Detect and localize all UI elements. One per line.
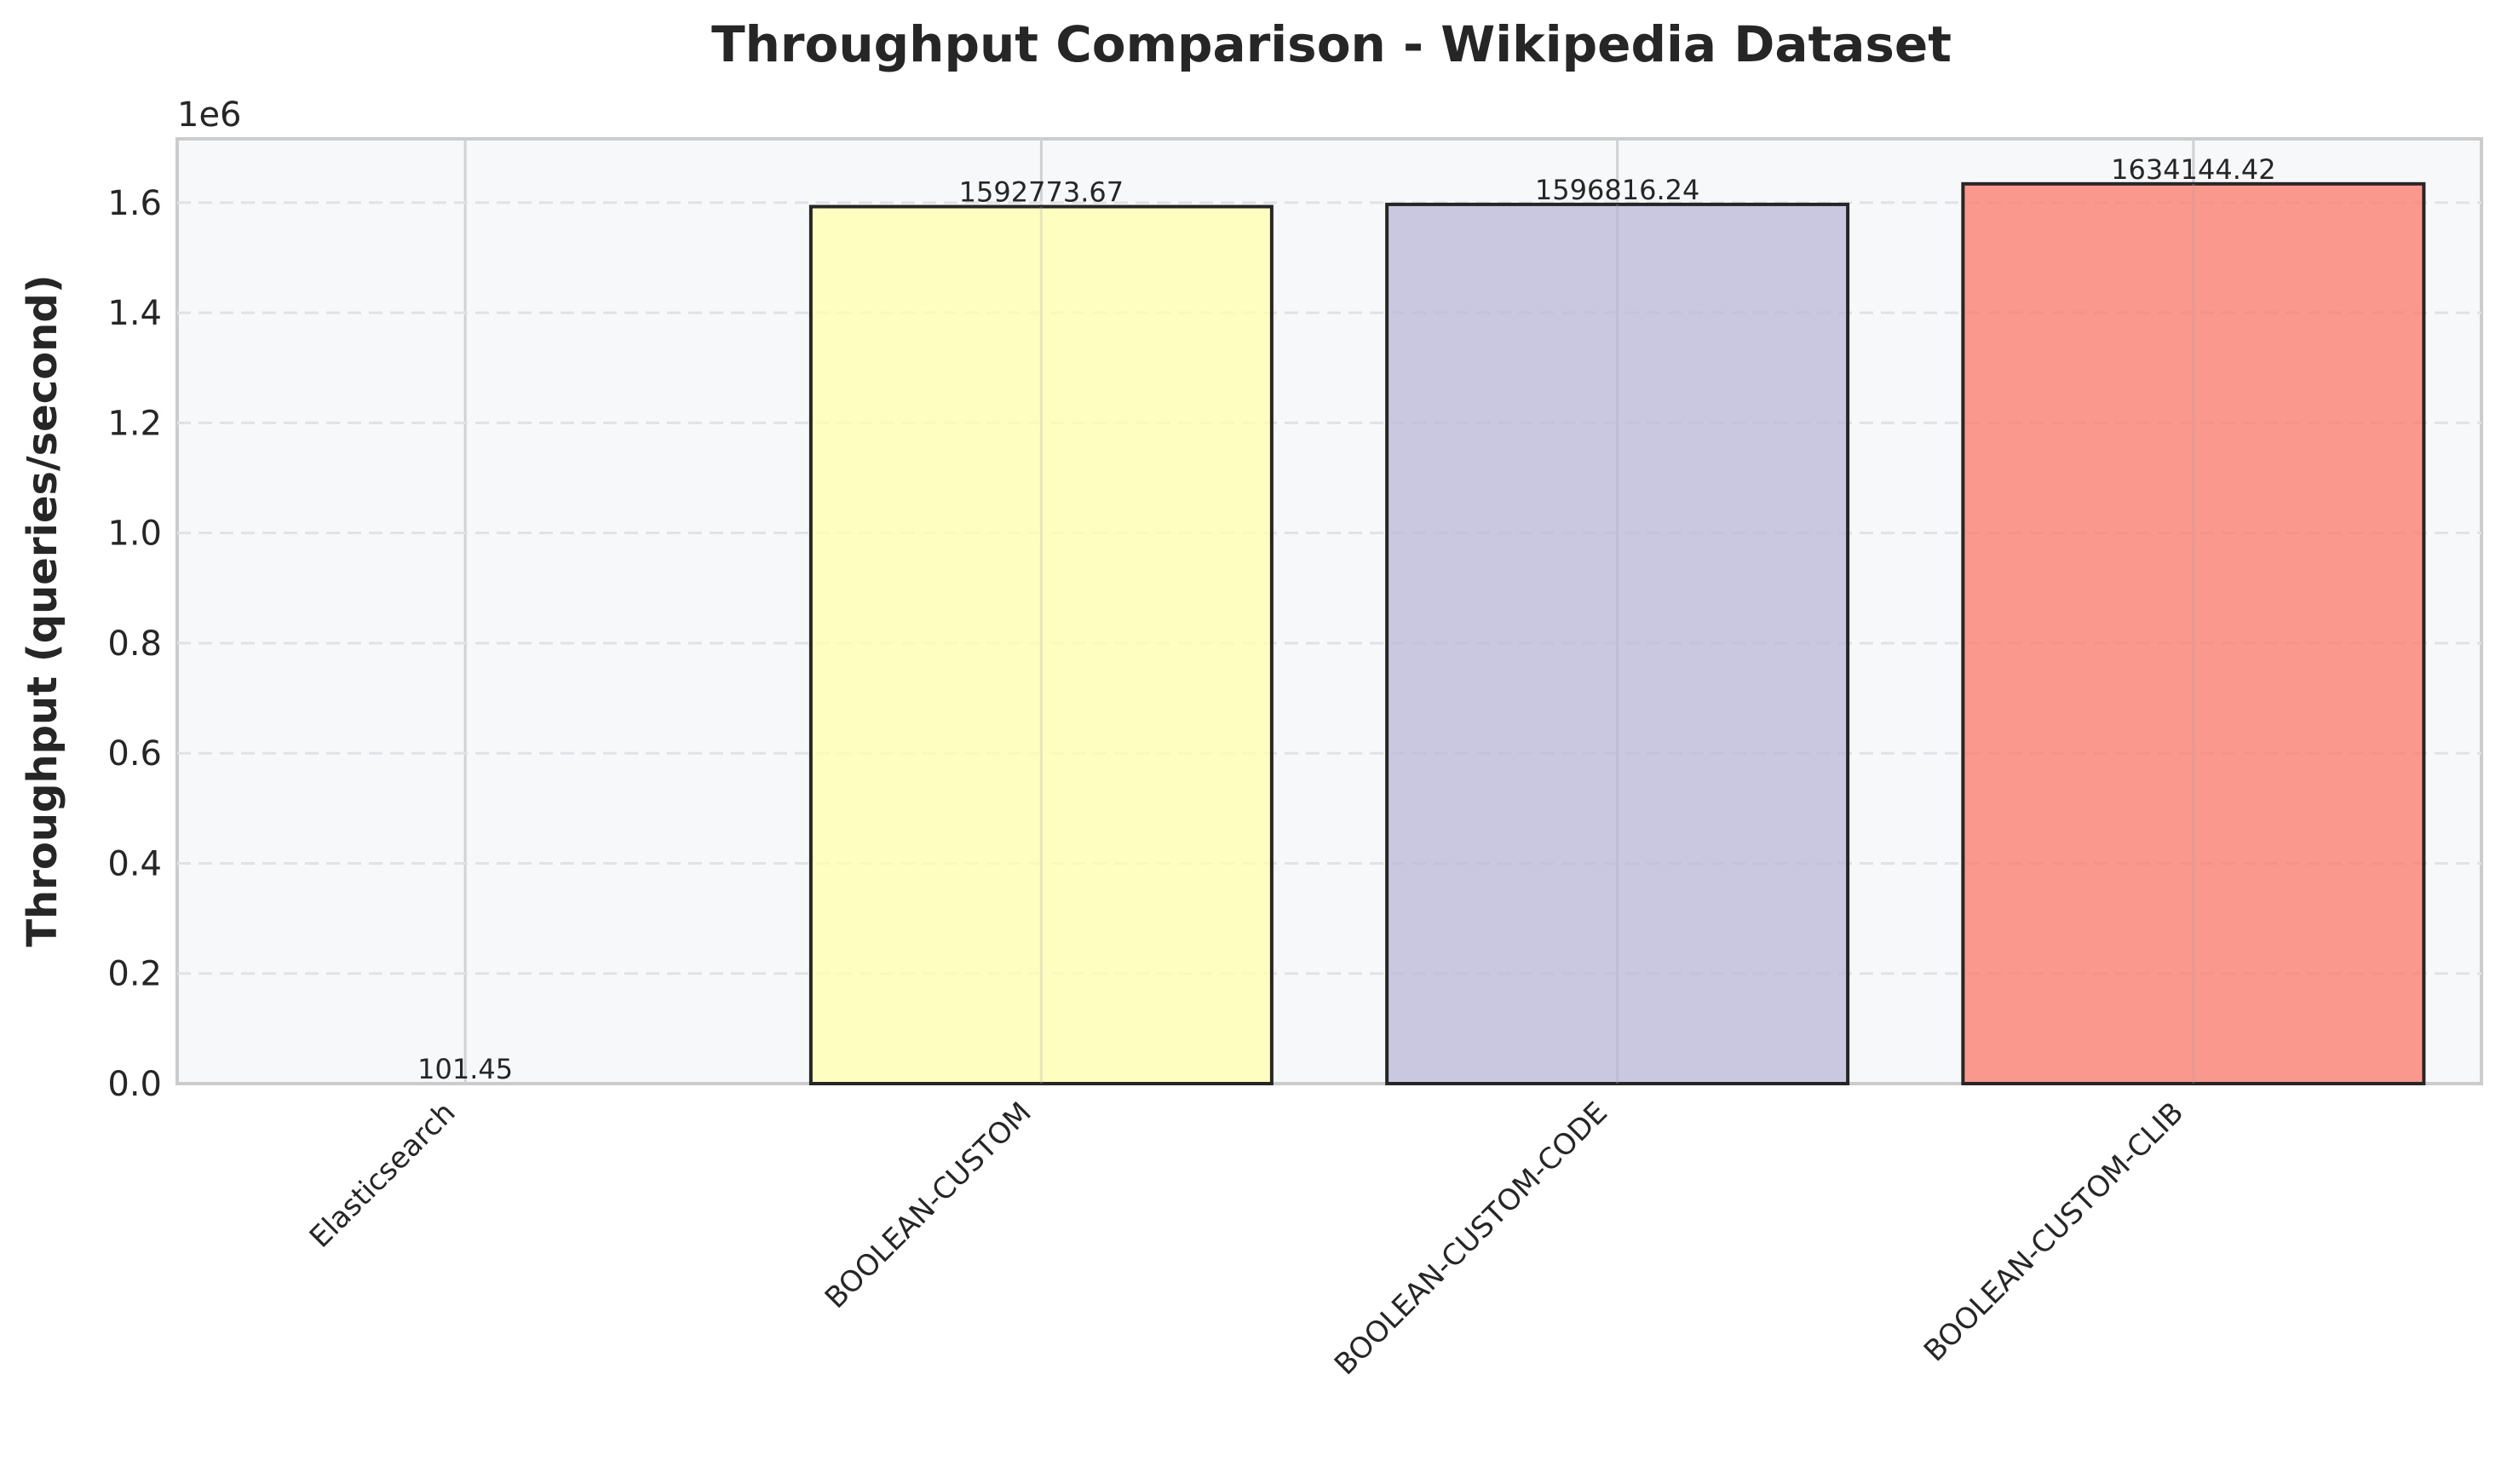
bar-2 [808, 204, 1274, 1085]
x-tick-label: Elasticsearch [303, 1096, 463, 1255]
y-axis-ticks: 0.0 0.2 0.4 0.6 0.8 1.0 1.2 1.4 1.6 [107, 184, 162, 1104]
bar-value-label: 1634144.42 [2111, 153, 2275, 186]
vertical-gridlines-overlay [463, 183, 2195, 1084]
y-tick-label: 0.8 [107, 624, 162, 664]
x-tick-label: BOOLEAN-CUSTOM [819, 1096, 1038, 1315]
x-axis-ticks: Elasticsearch BOOLEAN-CUSTOM BOOLEAN-CUSTO… [303, 1096, 2190, 1382]
bar-3 [1385, 202, 1850, 1086]
y-axis-label: Throughput (queries/second) [19, 274, 66, 946]
bar-value-label: 1596816.24 [1535, 174, 1699, 206]
chart-title: Throughput Comparison - Wikipedia Datase… [711, 15, 1952, 73]
y-tick-label: 0.0 [107, 1065, 162, 1104]
y-tick-label: 1.4 [107, 294, 162, 333]
bar-value-labels: 101.45 1592773.67 1596816.24 1634144.42 [417, 153, 2275, 1085]
y-tick-label: 0.2 [107, 955, 162, 994]
y-axis-offset-label: 1e6 [177, 95, 242, 135]
x-tick-label: BOOLEAN-CUSTOM-CLIB [1918, 1096, 2190, 1368]
bars [234, 181, 2426, 1086]
y-tick-label: 0.6 [107, 734, 162, 774]
bar-value-label: 101.45 [417, 1053, 513, 1085]
x-tick-label: BOOLEAN-CUSTOM-CODE [1328, 1096, 1614, 1382]
y-tick-label: 1.0 [107, 515, 162, 554]
y-tick-label: 1.6 [107, 184, 162, 223]
bar-value-label: 1592773.67 [959, 176, 1124, 209]
bar-4 [1961, 181, 2426, 1085]
y-tick-label: 1.2 [107, 404, 162, 443]
y-tick-label: 0.4 [107, 844, 162, 883]
